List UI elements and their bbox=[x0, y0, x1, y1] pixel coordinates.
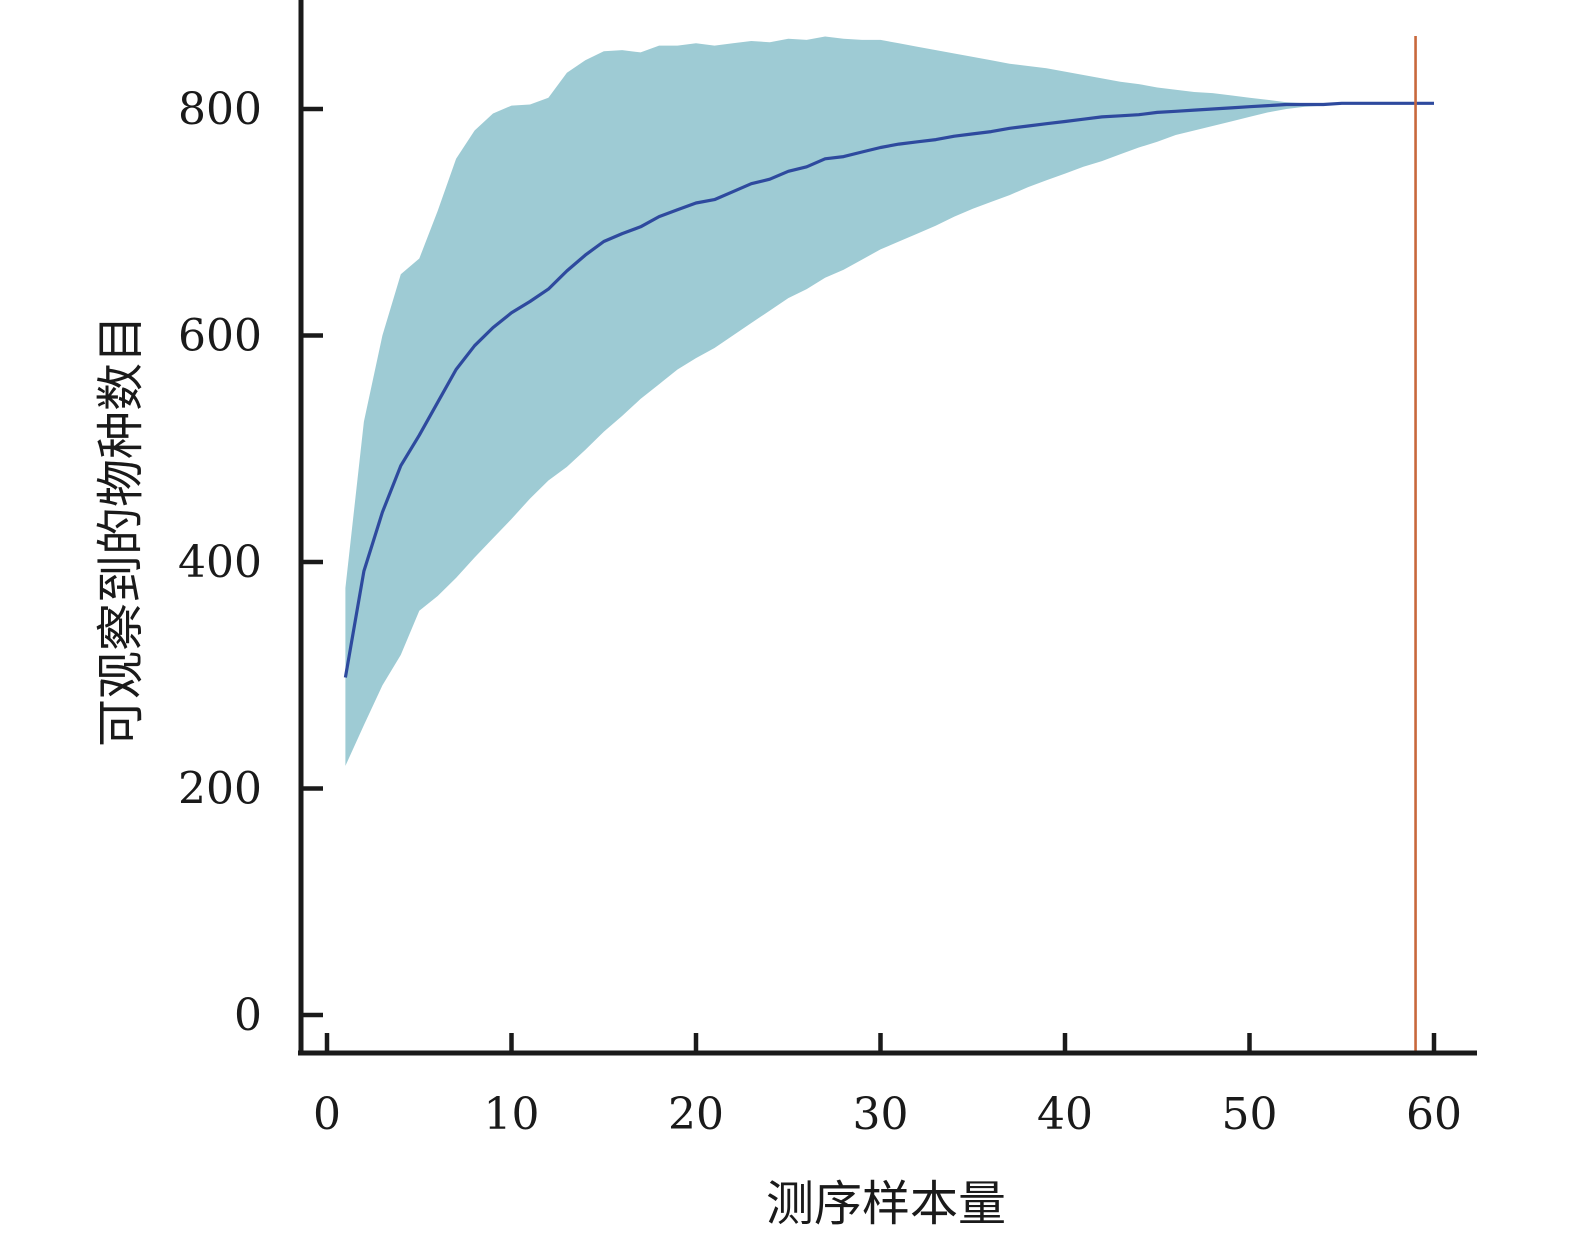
x-tick-label: 10 bbox=[484, 1089, 540, 1140]
y-axis-title: 可观察到的物种数目 bbox=[93, 315, 149, 747]
y-tick-label: 0 bbox=[234, 990, 262, 1041]
confidence-band bbox=[345, 36, 1434, 766]
x-tick-label: 30 bbox=[853, 1089, 909, 1140]
x-tick-label: 60 bbox=[1406, 1089, 1462, 1140]
y-tick-label: 400 bbox=[178, 537, 262, 588]
x-tick-label: 0 bbox=[313, 1089, 341, 1140]
mean-curve bbox=[343, 101, 1434, 678]
y-tick-label: 200 bbox=[178, 764, 262, 815]
x-tick-label: 50 bbox=[1222, 1089, 1278, 1140]
y-tick-label: 600 bbox=[178, 311, 262, 362]
y-tick-label: 800 bbox=[178, 84, 262, 135]
x-tick-label: 40 bbox=[1037, 1089, 1093, 1140]
x-axis-title: 测序样本量 bbox=[766, 1176, 1006, 1232]
x-tick-label: 20 bbox=[668, 1089, 724, 1140]
